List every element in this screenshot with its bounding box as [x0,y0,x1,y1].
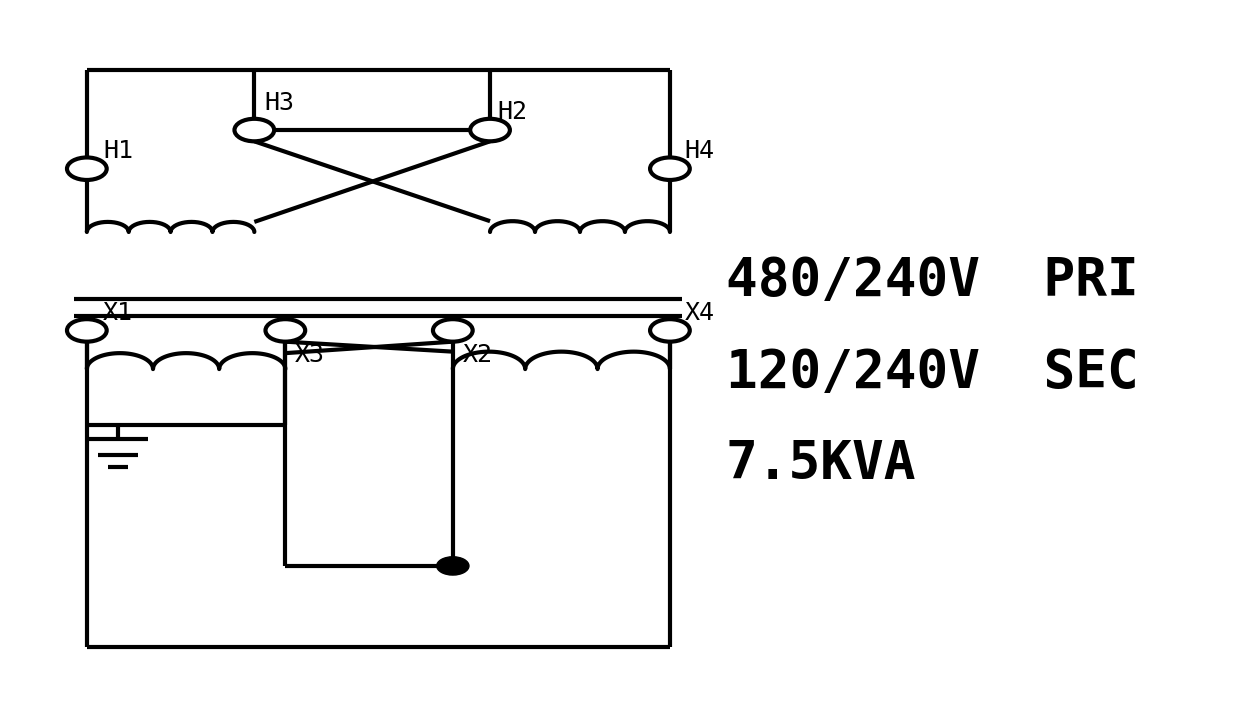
Circle shape [651,319,689,342]
Circle shape [68,319,106,342]
Text: H4: H4 [684,139,714,163]
Circle shape [433,319,473,342]
Text: 480/240V  PRI: 480/240V PRI [726,255,1138,307]
Text: X4: X4 [684,301,714,325]
Text: 120/240V  SEC: 120/240V SEC [726,347,1138,399]
Text: X2: X2 [463,343,493,367]
Circle shape [234,119,274,141]
Text: X3: X3 [295,343,325,367]
Text: X1: X1 [103,301,133,325]
Circle shape [651,157,689,180]
Circle shape [68,157,106,180]
Text: H1: H1 [103,139,133,163]
Text: H2: H2 [498,101,528,124]
Circle shape [470,119,510,141]
Text: H3: H3 [264,91,294,115]
Circle shape [437,557,469,575]
Text: 7.5KVA: 7.5KVA [726,438,916,490]
Circle shape [265,319,305,342]
